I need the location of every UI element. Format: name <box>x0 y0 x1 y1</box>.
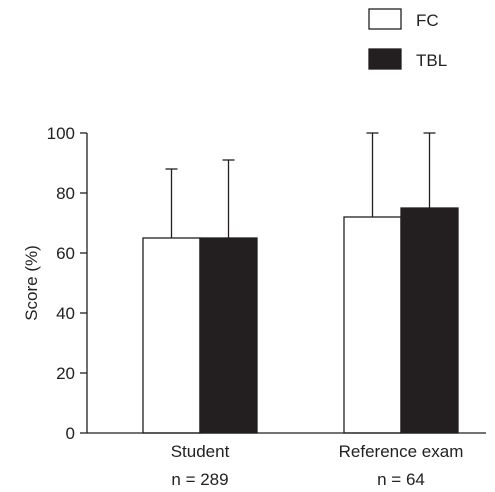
bar-fc-0 <box>142 237 201 434</box>
y-tick-label-80: 80 <box>56 184 75 203</box>
x-category-n-label-1: n = 64 <box>377 470 425 489</box>
y-tick-label-20: 20 <box>56 364 75 383</box>
legend-swatch-fc <box>368 8 402 30</box>
legend: FC TBL <box>368 8 447 70</box>
y-axis-label: Score (%) <box>22 245 41 321</box>
y-tick-label-40: 40 <box>56 304 75 323</box>
x-category-label-0: Student <box>171 442 230 461</box>
bar-tbl-1 <box>400 207 459 434</box>
bar-fc-1 <box>343 216 402 434</box>
x-category-n-label-0: n = 289 <box>171 470 228 489</box>
plot-area: 0 20 40 60 80 100 Student n = 289 Reference exam… <box>47 124 486 489</box>
legend-label-tbl: TBL <box>416 51 447 70</box>
y-tick-label-100: 100 <box>47 124 75 143</box>
legend-swatch-tbl <box>368 48 402 70</box>
y-tick-label-60: 60 <box>56 244 75 263</box>
legend-label-fc: FC <box>416 11 439 30</box>
y-tick-label-0: 0 <box>66 424 75 443</box>
x-category-label-1: Reference exam <box>339 442 464 461</box>
bar-tbl-0 <box>199 237 258 434</box>
